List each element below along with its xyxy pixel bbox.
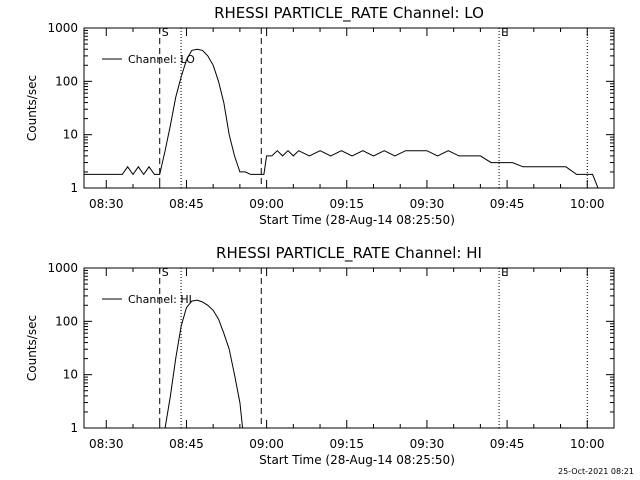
legend-label: Channel: HI bbox=[128, 293, 192, 306]
y-tick-label: 10 bbox=[63, 368, 78, 382]
x-tick-label: 09:15 bbox=[329, 437, 364, 451]
footer-timestamp: 25-Oct-2021 08:21 bbox=[558, 467, 634, 476]
x-tick-label: 10:00 bbox=[570, 197, 605, 211]
y-tick-label: 100 bbox=[55, 74, 78, 88]
legend-label: Channel: LO bbox=[128, 53, 195, 66]
y-tick-label: 10 bbox=[63, 128, 78, 142]
x-tick-label: 10:00 bbox=[570, 437, 605, 451]
x-tick-label: 09:45 bbox=[490, 197, 525, 211]
plot-frame bbox=[83, 267, 615, 429]
x-tick-label: 09:00 bbox=[249, 197, 284, 211]
x-tick-label: 08:45 bbox=[169, 437, 204, 451]
y-tick-label: 1 bbox=[70, 181, 78, 195]
x-tick-label: 08:30 bbox=[89, 437, 124, 451]
y-tick-label: 1000 bbox=[47, 261, 78, 275]
series-line bbox=[164, 299, 244, 429]
x-tick-label: 08:30 bbox=[89, 197, 124, 211]
x-axis-label: Start Time (28-Aug-14 08:25:50) bbox=[259, 213, 455, 227]
series-line bbox=[84, 48, 604, 189]
y-tick-label: 1000 bbox=[47, 21, 78, 35]
x-tick-label: 09:30 bbox=[410, 437, 445, 451]
y-axis-label: Counts/sec bbox=[25, 75, 39, 141]
time-marker-label: S bbox=[162, 26, 169, 39]
time-marker-label: E bbox=[501, 26, 508, 39]
time-marker-label: S bbox=[162, 266, 169, 279]
x-tick-label: 09:00 bbox=[249, 437, 284, 451]
x-tick-label: 08:45 bbox=[169, 197, 204, 211]
plot-frame bbox=[83, 27, 615, 189]
x-tick-label: 09:45 bbox=[490, 437, 525, 451]
chart-title: RHESSI PARTICLE_RATE Channel: HI bbox=[216, 244, 482, 263]
y-axis-label: Counts/sec bbox=[25, 315, 39, 381]
panel-lo: RHESSI PARTICLE_RATE Channel: LO 1 10 100 10… bbox=[25, 4, 615, 227]
x-axis-label: Start Time (28-Aug-14 08:25:50) bbox=[259, 453, 455, 467]
chart-title: RHESSI PARTICLE_RATE Channel: LO bbox=[214, 4, 484, 23]
panel-hi: RHESSI PARTICLE_RATE Channel: HI 1 10 100 10… bbox=[25, 244, 615, 467]
time-marker-label: E bbox=[501, 266, 508, 279]
y-tick-label: 100 bbox=[55, 314, 78, 328]
x-tick-label: 09:30 bbox=[410, 197, 445, 211]
y-tick-label: 1 bbox=[70, 421, 78, 435]
x-tick-label: 09:15 bbox=[329, 197, 364, 211]
